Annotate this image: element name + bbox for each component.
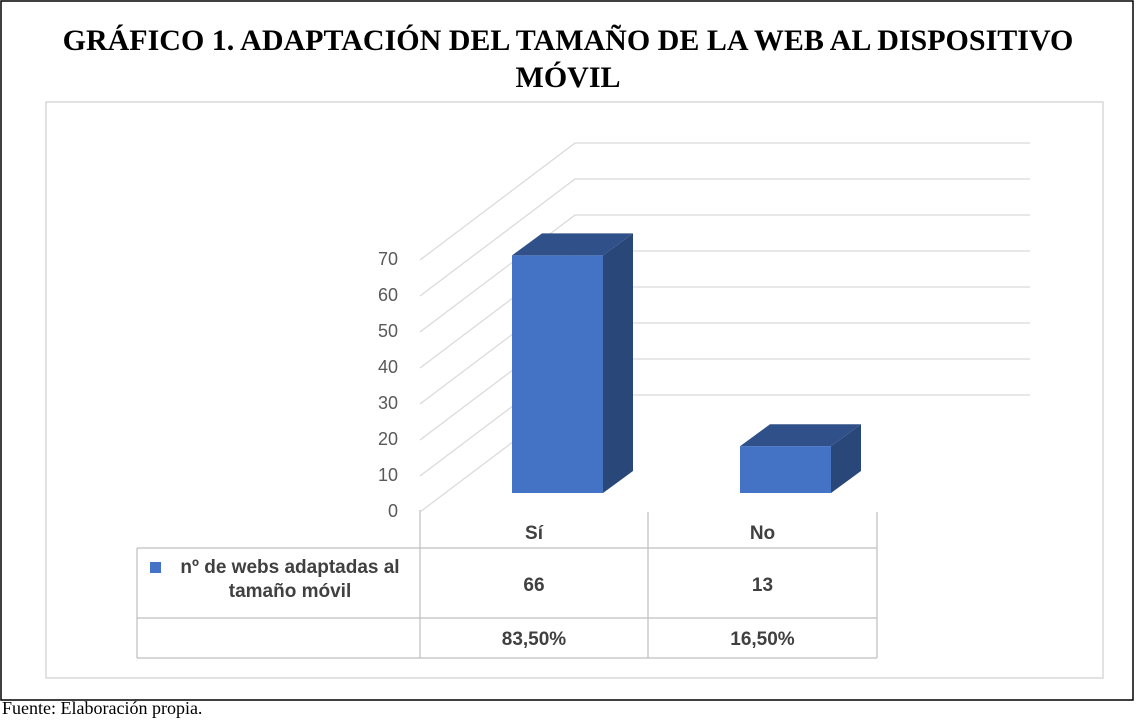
data-table [136, 510, 878, 659]
y-tick-label: 0 [388, 501, 398, 521]
grid-line [419, 322, 1030, 441]
bar-top [512, 233, 633, 256]
y-tick-label: 10 [378, 465, 398, 485]
grid-line [419, 358, 1030, 477]
table-percent: 16,50% [730, 629, 795, 650]
bar-top [740, 424, 861, 447]
bar-side [603, 233, 633, 493]
chart-frame [45, 101, 1104, 679]
chart-title: GRÁFICO 1. ADAPTACIÓN DEL TAMAÑO DE LA W… [62, 24, 1074, 94]
grid-line [419, 214, 1030, 333]
y-tick-label: 20 [378, 429, 398, 449]
y-tick-label: 50 [378, 321, 398, 341]
table-percent: 83,50% [502, 629, 567, 650]
outer-frame [0, 0, 1134, 701]
bar-side [831, 424, 861, 493]
grid-line [419, 178, 1030, 297]
legend-swatch [150, 562, 161, 573]
grid-line [419, 142, 1030, 261]
grid-line [419, 394, 1030, 513]
x-tick-label: Sí [525, 523, 544, 544]
y-tick-label: 40 [378, 357, 398, 377]
title-box: GRÁFICO 1. ADAPTACIÓN DEL TAMAÑO DE LA W… [62, 24, 1074, 94]
y-tick-label: 70 [378, 249, 398, 269]
bar [512, 255, 603, 493]
x-tick-label: No [750, 523, 775, 544]
y-tick-label: 60 [378, 285, 398, 305]
bar [740, 446, 831, 493]
table-value: 13 [752, 575, 773, 596]
source-note: Fuente: Elaboración propia. [2, 698, 202, 718]
y-tick-label: 30 [378, 393, 398, 413]
grid-line [419, 286, 1030, 405]
grid-line [419, 250, 1030, 369]
table-value: 66 [523, 575, 544, 596]
legend-label: nº de webs adaptadas al tamaño móvil [180, 557, 400, 602]
legend-box: nº de webs adaptadas al tamaño móvil [180, 557, 400, 602]
